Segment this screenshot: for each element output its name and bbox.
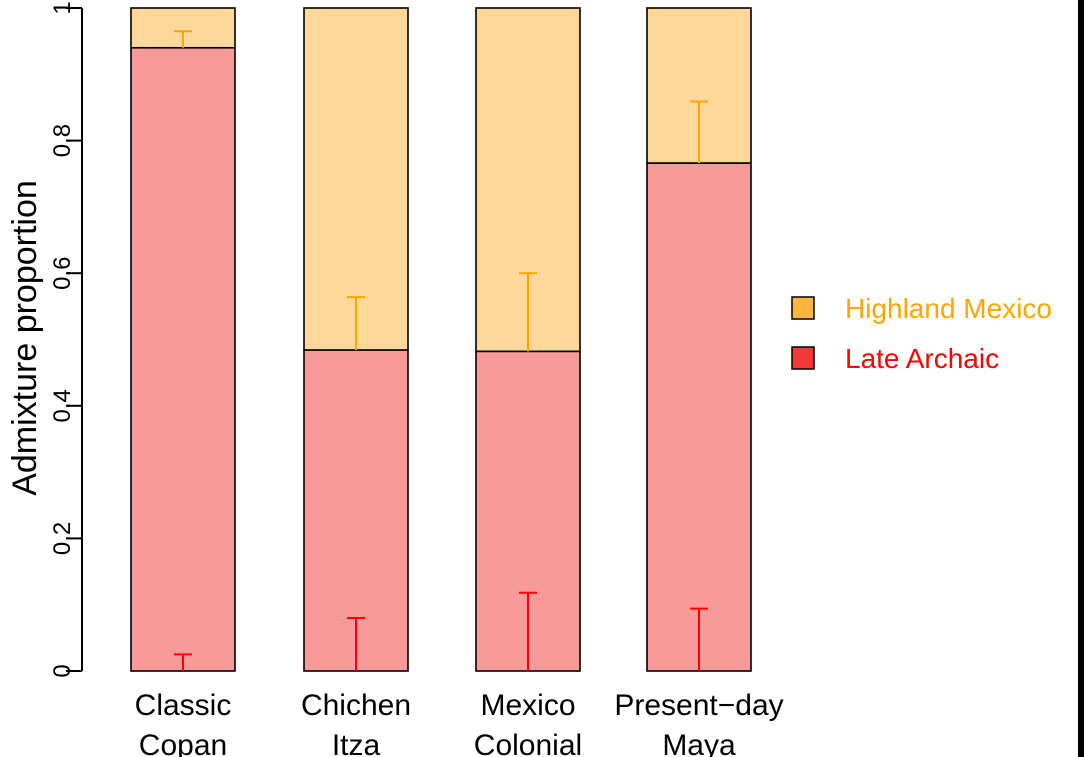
y-axis: 0 0.2 0.4 0.6 0.8 1: [49, 1, 83, 678]
bar-late-archaic: [646, 162, 752, 672]
x-category-label: Mexico: [480, 689, 575, 722]
y-tick-label: 0.4: [49, 389, 76, 422]
legend-swatch: [791, 346, 815, 370]
legend-label: Highland Mexico: [845, 293, 1052, 324]
legend: Highland Mexico Late Archaic: [791, 293, 1052, 374]
x-axis-categories: Classic Copan Chichen Itza Mexico Colonial Pre…: [135, 689, 784, 757]
y-tick-label: 0.6: [49, 257, 76, 290]
legend-swatch: [791, 296, 815, 320]
y-tick-label: 0.8: [49, 124, 76, 157]
x-category-label: Copan: [139, 729, 227, 757]
bar-stacks: [130, 7, 752, 672]
y-tick-label: 0.2: [49, 522, 76, 555]
x-category-label: Classic: [135, 689, 232, 722]
error-bars: [174, 30, 708, 671]
x-category-label: Maya: [662, 729, 736, 757]
x-category-label: Present−day: [614, 689, 783, 722]
bar-highland-mexico: [303, 7, 409, 351]
y-tick-label: 0: [49, 664, 76, 677]
y-axis-label: Admixture proportion: [6, 180, 44, 496]
y-tick-label: 1: [49, 1, 76, 14]
legend-label: Late Archaic: [845, 343, 999, 374]
bar-late-archaic: [130, 46, 236, 672]
x-category-label: Chichen: [301, 689, 411, 722]
x-category-label: Itza: [332, 729, 381, 757]
x-category-label: Colonial: [474, 729, 582, 757]
